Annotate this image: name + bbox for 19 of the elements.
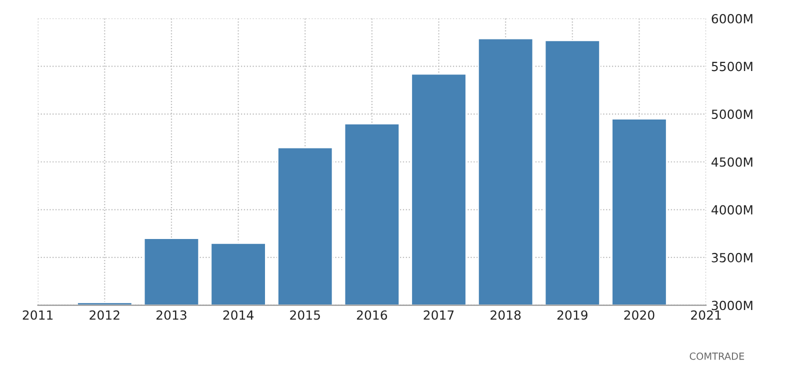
y-tick-label: 3000M xyxy=(712,300,752,310)
x-tick-label: 2015 xyxy=(290,310,320,320)
x-tick-label: 2020 xyxy=(624,310,654,320)
x-tick-label: 2018 xyxy=(490,310,521,320)
x-tick-label: 2012 xyxy=(90,310,120,320)
x-tick-label: 2017 xyxy=(424,310,454,320)
y-tick-label: 5500M xyxy=(712,62,752,72)
y-tick-label: 4500M xyxy=(712,157,752,167)
y-tick-label: 3500M xyxy=(712,252,752,262)
x-tick-label: 2014 xyxy=(223,310,254,320)
y-tick-label: 6000M xyxy=(712,14,752,24)
y-tick-label: 4000M xyxy=(712,205,752,215)
x-tick-label: 2021 xyxy=(691,310,721,320)
x-tick-label: 2016 xyxy=(356,310,388,320)
x-tick-label: 2013 xyxy=(156,310,186,320)
text: COMTRADE xyxy=(690,352,744,360)
x-tick-label: 2011 xyxy=(22,310,53,320)
x-tick-label: 2019 xyxy=(557,310,588,320)
y-tick-label: 5000M xyxy=(712,110,752,120)
